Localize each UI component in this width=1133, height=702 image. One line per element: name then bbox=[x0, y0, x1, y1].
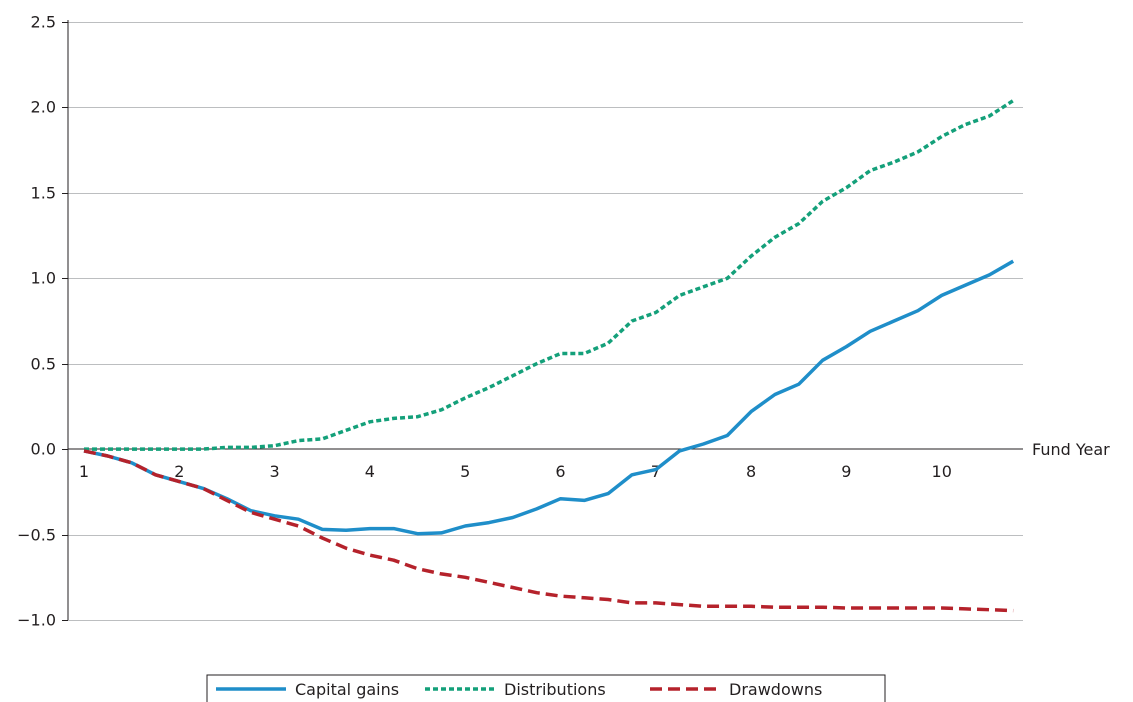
y-tick-label: −0.5 bbox=[17, 526, 56, 545]
legend-label-capital-gains: Capital gains bbox=[295, 680, 399, 699]
x-tick-label: 4 bbox=[365, 462, 375, 481]
x-axis-label: Fund Year bbox=[1032, 440, 1110, 459]
gridlines bbox=[62, 22, 1023, 621]
y-tick-label: 0.0 bbox=[31, 440, 56, 459]
y-tick-labels: 2.5 2.0 1.5 1.0 0.5 0.0 −0.5 −1.0 bbox=[17, 13, 56, 630]
x-tick-label: 2 bbox=[174, 462, 184, 481]
x-tick-label: 6 bbox=[555, 462, 565, 481]
x-tick-labels: 1 2 3 4 5 6 7 8 9 10 bbox=[79, 462, 952, 481]
x-tick-label: 9 bbox=[841, 462, 851, 481]
y-tick-label: 2.0 bbox=[31, 98, 56, 117]
y-tick-label: −1.0 bbox=[17, 611, 56, 630]
y-tick-label: 0.5 bbox=[31, 355, 56, 374]
series-lines bbox=[83, 99, 1015, 613]
x-tick-label: 7 bbox=[651, 462, 661, 481]
axes bbox=[67, 20, 1023, 620]
x-tick-label: 8 bbox=[746, 462, 756, 481]
legend-box bbox=[206, 674, 886, 702]
series-line-drawdowns bbox=[83, 449, 1014, 613]
series-line-distributions bbox=[84, 99, 1015, 451]
x-tick-label: 3 bbox=[270, 462, 280, 481]
y-tick-label: 1.5 bbox=[31, 184, 56, 203]
x-tick-label: 5 bbox=[460, 462, 470, 481]
legend-label-distributions: Distributions bbox=[504, 680, 606, 699]
x-tick-label: 10 bbox=[932, 462, 952, 481]
series-line-capital-gains bbox=[83, 259, 1015, 536]
x-tick-label: 1 bbox=[79, 462, 89, 481]
legend-label-drawdowns: Drawdowns bbox=[729, 680, 822, 699]
legend: Capital gains Distributions Drawdowns bbox=[206, 674, 886, 702]
y-tick-label: 2.5 bbox=[31, 13, 56, 32]
y-tick-label: 1.0 bbox=[31, 269, 56, 288]
